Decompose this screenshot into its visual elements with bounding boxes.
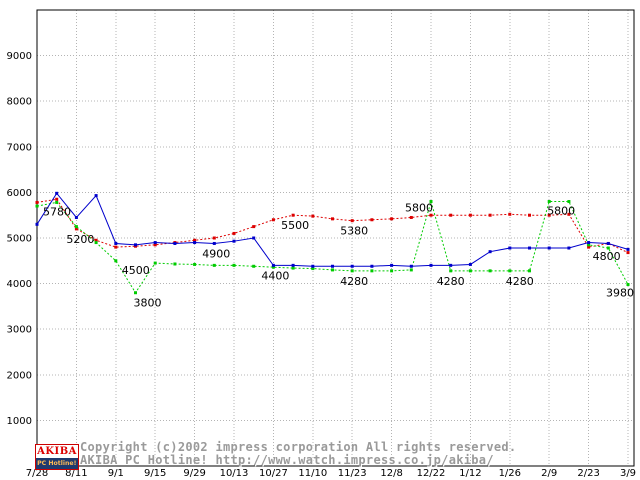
svg-text:4900: 4900	[202, 247, 230, 260]
svg-text:11/23: 11/23	[338, 468, 367, 479]
svg-text:4800: 4800	[593, 250, 621, 263]
svg-text:2/23: 2/23	[577, 468, 599, 479]
svg-text:3980: 3980	[606, 287, 634, 300]
svg-text:2000: 2000	[7, 370, 32, 381]
watermark: Copyright (c)2002 impress corporation Al…	[80, 441, 516, 467]
svg-text:7/28: 7/28	[26, 468, 48, 479]
svg-text:4280: 4280	[340, 275, 368, 288]
akiba-logo-text: AKIBA	[36, 445, 78, 458]
svg-text:9000: 9000	[7, 51, 32, 62]
copyright-text: Copyright (c)2002 impress corporation Al…	[80, 440, 517, 454]
svg-text:3800: 3800	[134, 297, 162, 310]
svg-text:5800: 5800	[547, 205, 575, 218]
svg-text:9/29: 9/29	[183, 468, 205, 479]
svg-text:1000: 1000	[7, 416, 32, 427]
svg-text:10/27: 10/27	[259, 468, 288, 479]
svg-text:8000: 8000	[7, 97, 32, 108]
svg-text:5500: 5500	[281, 219, 309, 232]
svg-text:4500: 4500	[122, 264, 150, 277]
svg-text:5780: 5780	[43, 205, 71, 218]
pc-hotline-logo-bar: PC Hotline!	[36, 458, 78, 469]
svg-text:11/10: 11/10	[298, 468, 327, 479]
svg-text:4280: 4280	[437, 275, 465, 288]
svg-text:3/9: 3/9	[620, 468, 636, 479]
pc-hotline-logo-text: PC Hotline!	[37, 460, 77, 467]
site-url-text: AKIBA PC Hotline! http://www.watch.impre…	[80, 453, 494, 467]
svg-text:10/13: 10/13	[220, 468, 249, 479]
svg-text:8/11: 8/11	[65, 468, 87, 479]
svg-text:12/22: 12/22	[417, 468, 446, 479]
svg-text:12/8: 12/8	[380, 468, 402, 479]
svg-text:4000: 4000	[7, 279, 32, 290]
svg-text:4400: 4400	[261, 269, 289, 282]
svg-text:4280: 4280	[506, 275, 534, 288]
svg-text:3000: 3000	[7, 325, 32, 336]
svg-text:9/1: 9/1	[108, 468, 124, 479]
svg-text:5200: 5200	[66, 233, 94, 246]
svg-text:5800: 5800	[405, 202, 433, 215]
svg-text:1/26: 1/26	[499, 468, 521, 479]
svg-text:1/12: 1/12	[459, 468, 481, 479]
svg-text:7000: 7000	[7, 142, 32, 153]
svg-text:5380: 5380	[340, 225, 368, 238]
svg-text:5000: 5000	[7, 234, 32, 245]
svg-text:2/9: 2/9	[541, 468, 557, 479]
svg-text:9/15: 9/15	[144, 468, 166, 479]
akiba-pc-hotline-logo: AKIBA PC Hotline!	[35, 444, 79, 470]
svg-text:6000: 6000	[7, 188, 32, 199]
